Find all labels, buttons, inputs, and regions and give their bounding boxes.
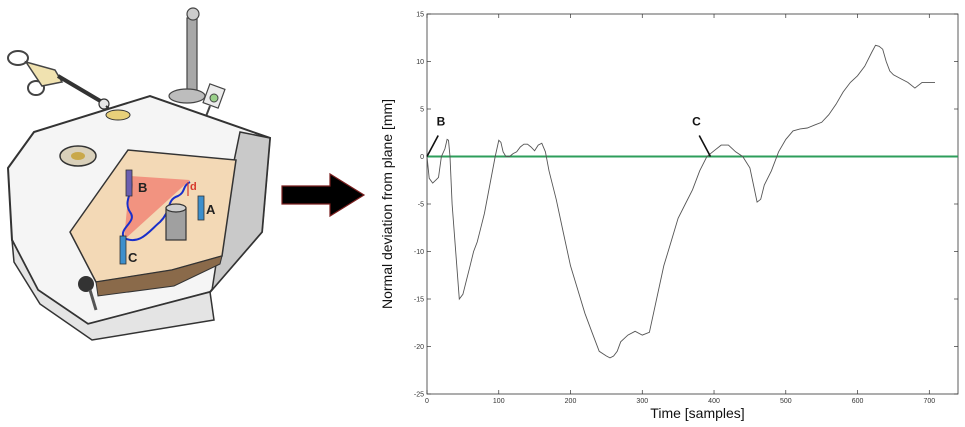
- y-tick-label: 15: [416, 12, 424, 19]
- x-tick-label: 400: [708, 398, 720, 405]
- y-tick-label: -15: [414, 297, 424, 304]
- x-tick-label: 0: [425, 398, 429, 405]
- x-tick-label: 600: [852, 398, 864, 405]
- deviation-series-line: [426, 44, 935, 359]
- y-tick-label: -5: [418, 202, 424, 209]
- box-base: [11, 239, 215, 341]
- pin-b: [125, 169, 133, 197]
- right-arrow-icon: [281, 172, 366, 218]
- plot-frame: [426, 13, 959, 395]
- x-tick-label: 200: [565, 398, 577, 405]
- scope-instrument-icon: [168, 7, 206, 104]
- pin-label-b: B: [138, 180, 147, 195]
- x-tick-label: 100: [493, 398, 505, 405]
- annotation-label-b: B: [437, 115, 446, 129]
- reference-plane: [124, 176, 190, 240]
- x-axis-title: Time [samples]: [650, 405, 744, 421]
- y-tick-label: 0: [420, 154, 424, 161]
- distance-label: d: [190, 181, 197, 193]
- cylinder-obstacle: [165, 207, 187, 241]
- port-top: [105, 109, 131, 121]
- trainer-box-illustration: d B A C: [6, 7, 272, 341]
- port-left-center: [71, 152, 85, 160]
- x-tick-label: 500: [780, 398, 792, 405]
- annotation-pointer-c: [698, 135, 712, 157]
- pin-c: [119, 235, 127, 265]
- knob-icon: [78, 276, 98, 311]
- y-tick-label: -25: [414, 392, 424, 399]
- pin-a: [197, 195, 205, 221]
- grasper-instrument-icon: [7, 50, 119, 117]
- pin-label-a: A: [206, 202, 216, 217]
- tool-path: [121, 177, 191, 241]
- x-tick-label: 300: [636, 398, 648, 405]
- y-tick-label: -20: [414, 344, 424, 351]
- annotation-label-c: C: [692, 115, 701, 129]
- y-tick-label: 5: [420, 107, 424, 114]
- pin-label-c: C: [128, 250, 138, 265]
- x-tick-label: 700: [923, 398, 935, 405]
- y-tick-label: 10: [416, 59, 424, 66]
- y-axis-title: Normal deviation from plane [mm]: [380, 99, 395, 309]
- annotation-pointer-b: [426, 135, 439, 157]
- platform-edge: [95, 255, 223, 297]
- deviation-chart: 0 100 200 300 400 500 600 700 -25 -20 -15 -10 -5 0 5 10…: [380, 12, 959, 421]
- y-tick-label: -10: [414, 249, 424, 256]
